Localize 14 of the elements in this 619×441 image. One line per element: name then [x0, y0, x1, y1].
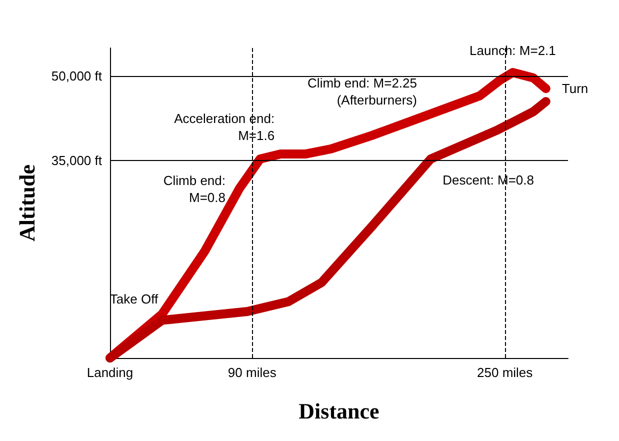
- x-tick-label: Landing: [86, 365, 134, 380]
- annotation: Climb end: M=0.8: [163, 172, 226, 205]
- y-tick-label: 35,000 ft: [51, 153, 102, 168]
- annotation: Climb end: M=2.25 (Afterburners): [308, 76, 418, 108]
- x-axis-title: Distance: [298, 398, 380, 424]
- x-tick-label: 90 miles: [228, 365, 277, 380]
- y-axis-title: Altitude: [14, 164, 40, 242]
- annotation: Take Off: [110, 291, 158, 306]
- annotation: Turn: [562, 81, 588, 96]
- annotation: Launch: M=2.1: [470, 43, 556, 58]
- y-tick-label: 50,000 ft: [51, 68, 102, 84]
- annotation: Descent: M=0.8: [442, 172, 534, 188]
- x-tick-label: 250 miles: [477, 365, 534, 380]
- annotation: Acceleration end: M=1.6: [174, 111, 275, 144]
